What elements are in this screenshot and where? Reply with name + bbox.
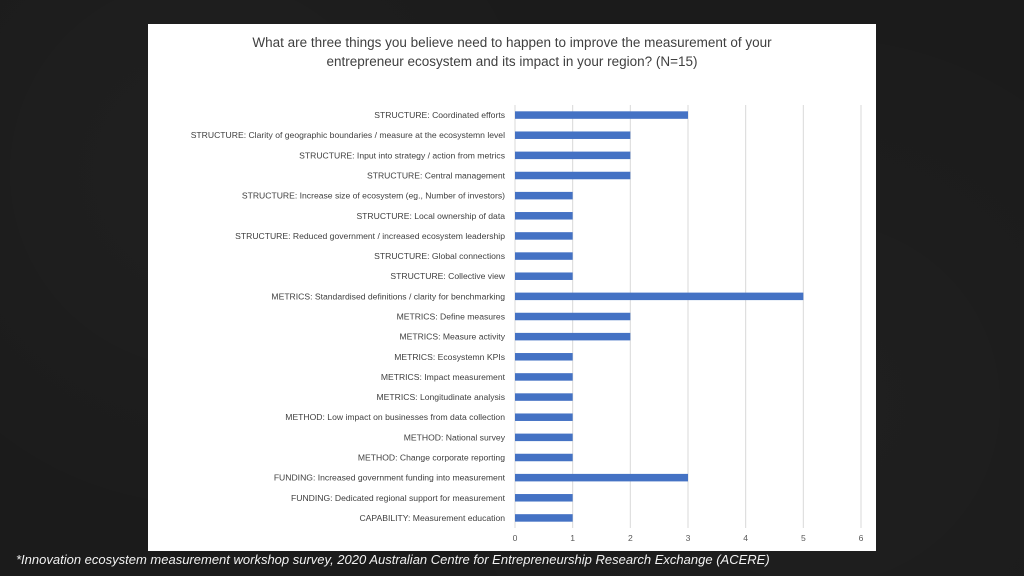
x-tick-label: 6: [859, 533, 864, 543]
bar: [515, 212, 573, 220]
category-label: METRICS: Define measures: [397, 312, 505, 322]
bar: [515, 151, 631, 160]
x-tick-label: 5: [801, 533, 806, 543]
category-label: STRUCTURE: Global connections: [374, 251, 505, 261]
category-label: STRUCTURE: Increase size of ecosystem (e…: [242, 191, 505, 201]
bar: [515, 332, 631, 341]
category-label: FUNDING: Increased government funding in…: [274, 473, 506, 483]
x-tick-label: 2: [628, 533, 633, 543]
category-label: STRUCTURE: Collective view: [390, 271, 505, 281]
bar: [515, 393, 573, 401]
bar: [515, 111, 688, 119]
bar: [515, 353, 573, 361]
category-label: METHOD: National survey: [404, 432, 506, 442]
source-footnote: *Innovation ecosystem measurement worksh…: [16, 552, 770, 567]
bar: [515, 171, 631, 180]
category-label: STRUCTURE: Local ownership of data: [356, 211, 505, 221]
bar: [515, 131, 631, 139]
category-label: CAPABILITY: Measurement education: [359, 513, 505, 523]
bar-chart: What are three things you believe need t…: [191, 35, 864, 543]
bar: [515, 312, 631, 321]
bar: [515, 272, 573, 280]
category-label: FUNDING: Dedicated regional support for …: [291, 493, 506, 503]
category-label: METRICS: Measure activity: [399, 332, 505, 342]
bar: [515, 373, 573, 381]
category-label: STRUCTURE: Coordinated efforts: [374, 110, 505, 120]
x-tick-label: 0: [513, 533, 518, 543]
chart-panel: What are three things you believe need t…: [148, 24, 876, 551]
category-label: METHOD: Low impact on businesses from da…: [285, 412, 505, 422]
category-label: METRICS: Standardised definitions / clar…: [271, 291, 505, 301]
bar: [515, 473, 688, 482]
category-label: METRICS: Impact measurement: [381, 372, 506, 382]
category-label: STRUCTURE: Central management: [367, 171, 506, 181]
x-tick-label: 3: [686, 533, 691, 543]
bar: [515, 433, 573, 442]
bar: [515, 494, 573, 502]
x-tick-label: 1: [570, 533, 575, 543]
bar: [515, 232, 573, 240]
bar: [515, 514, 573, 522]
x-axis-ticks: 0 1 2 3 4 5 6: [513, 533, 864, 543]
category-label: STRUCTURE: Clarity of geographic boundar…: [191, 130, 505, 140]
bar: [515, 413, 573, 421]
category-label: METRICS: Longitudinate analysis: [377, 392, 506, 402]
bar: [515, 252, 573, 260]
bar: [515, 453, 573, 462]
category-label: STRUCTURE: Input into strategy / action …: [299, 150, 505, 160]
category-label: METHOD: Change corporate reporting: [358, 453, 505, 463]
bar: [515, 191, 573, 200]
chart-title: What are three things you believe need t…: [252, 35, 772, 69]
category-labels: STRUCTURE: Coordinated efforts STRUCTURE:…: [191, 110, 506, 523]
bars: [515, 111, 804, 522]
bar: [515, 292, 804, 301]
x-tick-label: 4: [743, 533, 748, 543]
category-label: METRICS: Ecosystemn KPIs: [394, 352, 505, 362]
chart-title-line: What are three things you believe need t…: [252, 35, 772, 50]
category-label: STRUCTURE: Reduced government / increase…: [235, 231, 505, 241]
chart-title-line: entrepreneur ecosystem and its impact in…: [326, 54, 697, 69]
